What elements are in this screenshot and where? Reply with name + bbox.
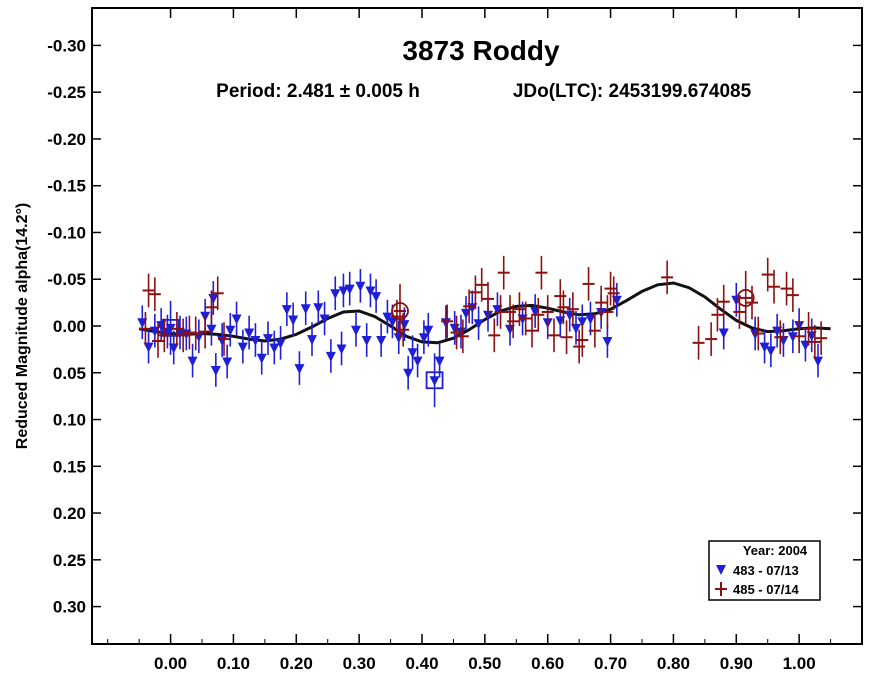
data-point-triangle: [577, 317, 588, 328]
legend-marker-plus-icon: [715, 582, 727, 596]
data-point-triangle: [813, 356, 823, 367]
y-tick-label: 0.30: [53, 598, 86, 617]
y-tick-label: -0.20: [47, 130, 86, 149]
data-point-triangle: [319, 314, 330, 325]
x-tick-label: 0.10: [217, 654, 250, 673]
y-tick-label: -0.05: [47, 270, 86, 289]
data-point-triangle: [418, 333, 429, 344]
data-point-triangle: [382, 312, 393, 323]
y-tick-label: -0.15: [47, 177, 86, 196]
highlight-triangle: [429, 376, 440, 387]
y-tick-label: 0.20: [53, 504, 86, 523]
data-point-triangle: [403, 368, 414, 379]
period-label: Period: 2.481 ± 0.005 h: [216, 81, 420, 102]
legend-title: Year: 2004: [743, 543, 808, 558]
axes-group: -0.30 -0.25 -0.20 -0.15 -0.10 -0.05 0.00 0.05 0.…: [47, 8, 862, 673]
data-point-triangle: [338, 286, 349, 297]
data-point-triangle: [718, 328, 729, 339]
data-point-triangle: [313, 303, 324, 314]
data-point-triangle: [407, 348, 418, 359]
legend-entry-483: 483 - 07/13: [733, 563, 799, 578]
data-point-triangle: [231, 314, 242, 325]
x-tick-label: 0.80: [657, 654, 690, 673]
data-point-triangle: [250, 336, 261, 347]
y-tick-label: 0.10: [53, 411, 86, 430]
x-tick-label: 0.60: [531, 654, 564, 673]
epoch-label: JDo(LTC): 2453199.674085: [513, 81, 752, 102]
data-point-triangle: [483, 310, 493, 321]
data-point-triangle: [787, 332, 798, 343]
data-point-triangle: [473, 319, 484, 330]
data-point-triangle: [423, 325, 434, 336]
x-tick-label: 1.00: [783, 654, 816, 673]
highlight-circle: [391, 302, 409, 320]
data-point-triangle: [288, 315, 299, 326]
y-tick-label: -0.25: [47, 83, 86, 102]
x-tick-label: 0.40: [405, 654, 438, 673]
data-point-triangle: [244, 328, 255, 339]
y-tick-label: 0.15: [53, 457, 86, 476]
x-tick-label: 0.20: [280, 654, 313, 673]
data-point-triangle: [393, 333, 404, 344]
data-point-triangle: [376, 336, 387, 347]
x-tick-label: 0.70: [594, 654, 627, 673]
legend: Year: 2004 483 - 07/13 485 - 07/14: [708, 540, 821, 601]
data-point-triangle: [206, 324, 217, 335]
data-point-triangle: [187, 356, 198, 367]
data-point-triangle: [263, 334, 273, 345]
legend-entry-485: 485 - 07/14: [733, 582, 800, 597]
data-point-triangle: [237, 342, 248, 353]
data-point-triangle: [434, 356, 445, 367]
highlight-triangle: [165, 323, 176, 334]
y-tick-label: -0.30: [47, 36, 86, 55]
y-tick-label: 0.00: [53, 317, 86, 336]
x-tick-label: 0.30: [343, 654, 376, 673]
y-axis-label: Reduced Magnitude alpha(14.2°): [14, 203, 31, 449]
data-point-triangle: [412, 356, 423, 367]
legend-box: [708, 540, 821, 601]
data-point-triangle: [210, 365, 221, 376]
data-point-triangle: [336, 344, 347, 355]
data-point-triangle: [759, 342, 770, 353]
highlight-circle: [736, 289, 755, 307]
y-tick-label: -0.10: [47, 223, 86, 242]
x-tick-label: 0.00: [154, 654, 187, 673]
data-point-triangle: [330, 289, 341, 300]
data-point-triangle: [361, 336, 372, 347]
data-point-triangle: [355, 281, 366, 292]
y-tick-label: 0.25: [53, 551, 86, 570]
data-point-triangle: [365, 286, 376, 297]
data-point-triangle: [222, 357, 233, 368]
data-point-triangle: [602, 336, 613, 347]
data-point-triangle: [399, 320, 410, 331]
data-point-triangle: [307, 335, 317, 346]
data-point-triangle: [256, 353, 267, 364]
data-point-triangle: [571, 323, 581, 334]
x-tick-label: 0.90: [720, 654, 753, 673]
data-point-triangle: [387, 317, 398, 328]
x-tick-label: 0.50: [468, 654, 501, 673]
data-point-triangle: [294, 364, 305, 375]
data-point-triangle: [275, 338, 286, 349]
data-point-triangle: [325, 351, 336, 362]
data-point-triangle: [344, 284, 355, 295]
data-point-triangle: [351, 325, 361, 336]
legend-marker-triangle-icon: [716, 565, 726, 575]
data-point-triangle: [371, 292, 382, 303]
data-point-triangle: [225, 325, 236, 336]
data-point-triangle: [585, 314, 596, 325]
data-point-triangle: [765, 346, 776, 357]
data-point-triangle: [269, 343, 280, 354]
data-point-triangle: [300, 304, 311, 315]
data-points-group: [137, 255, 828, 408]
y-tick-label: 0.05: [53, 364, 86, 383]
chart-title: 3873 Roddy: [402, 35, 560, 66]
highlight-square: [425, 371, 444, 390]
data-point-triangle: [281, 305, 292, 316]
